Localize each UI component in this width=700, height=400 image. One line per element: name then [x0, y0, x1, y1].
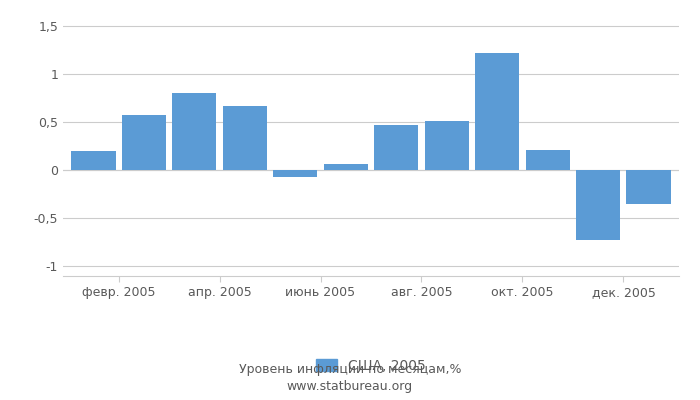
Bar	[122, 115, 166, 170]
Bar	[626, 170, 671, 204]
Bar	[323, 164, 368, 170]
Bar	[526, 150, 570, 170]
Bar	[273, 170, 318, 177]
Bar	[223, 106, 267, 170]
Bar	[424, 121, 469, 170]
Bar	[374, 125, 419, 170]
Bar	[71, 151, 116, 170]
Text: Уровень инфляции по месяцам,%: Уровень инфляции по месяцам,%	[239, 364, 461, 376]
Bar	[172, 93, 216, 170]
Bar	[576, 170, 620, 240]
Text: www.statbureau.org: www.statbureau.org	[287, 380, 413, 393]
Bar	[475, 52, 519, 170]
Legend: США, 2005: США, 2005	[311, 353, 431, 378]
